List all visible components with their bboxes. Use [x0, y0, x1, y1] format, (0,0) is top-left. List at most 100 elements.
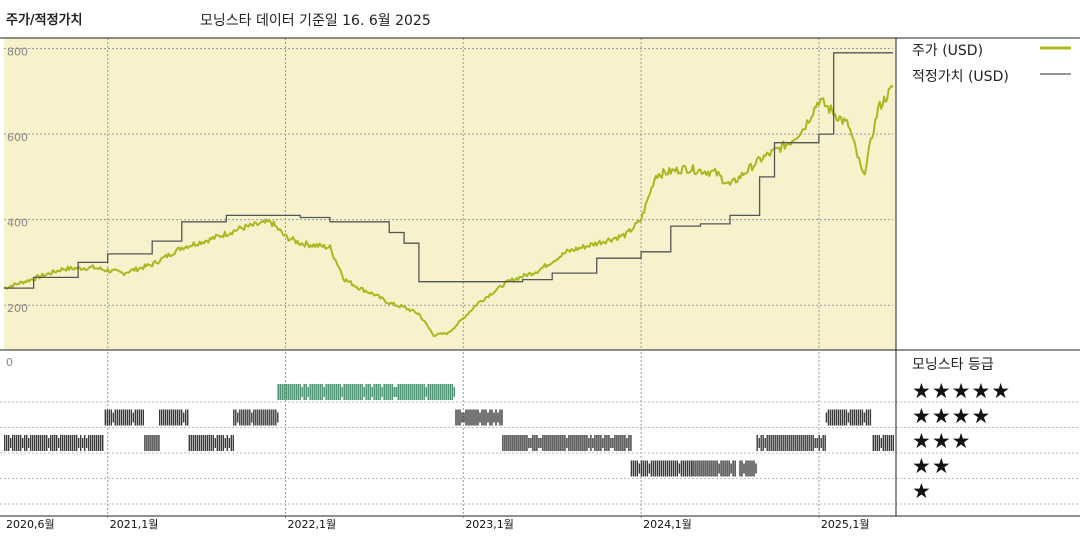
rating-bar-tick [98, 435, 100, 451]
rating-bar-tick [606, 435, 608, 451]
rating-bar-tick [421, 384, 423, 400]
x-tick-label: 2024,1월 [643, 518, 692, 531]
rating-bar-tick [732, 460, 734, 477]
rating-bar-tick [888, 435, 890, 451]
rating-bar-tick [743, 463, 745, 474]
rating-bar-tick [327, 384, 329, 400]
rating-bar-tick [796, 435, 798, 451]
rating-bar-tick [226, 435, 228, 451]
rating-bar-tick [214, 438, 216, 448]
rating-bar-tick [479, 412, 481, 423]
rating-bar-tick [134, 409, 136, 426]
rating-bar-tick [323, 387, 325, 397]
rating-bar-tick [379, 384, 381, 400]
rating-bar-tick [788, 435, 790, 451]
rating-bar-tick [72, 435, 74, 451]
rating-bar-tick [768, 435, 770, 451]
rating-bar-tick [253, 409, 255, 426]
rating-bar-tick [30, 435, 32, 451]
rating-bar-tick [367, 384, 369, 400]
rating-bar-tick [884, 435, 886, 451]
rating-bar-tick [154, 435, 156, 451]
rating-bar-tick [806, 435, 808, 451]
rating-bar-tick [401, 384, 403, 400]
rating-bar-tick [760, 435, 762, 451]
rating-bar-tick [114, 409, 116, 426]
rating-bar-tick [445, 384, 447, 400]
rating-bar-tick [409, 384, 411, 400]
rating-bar-tick [822, 435, 824, 451]
rating-bar-tick [568, 435, 570, 451]
rating-bar-tick [397, 384, 399, 400]
rating-3-stars: ★★★ [912, 429, 972, 453]
rating-bar-tick [592, 438, 594, 448]
rating-bar-tick [194, 435, 196, 451]
rating-bar-tick [576, 435, 578, 451]
rating-bar-tick [710, 460, 712, 477]
rating-bar-tick [594, 435, 596, 451]
legend-fair-value-label: 적정가치 (USD) [912, 69, 1009, 85]
rating-bar-tick [491, 409, 493, 426]
rating-bar-tick [546, 435, 548, 451]
rating-bar-tick [415, 384, 417, 400]
rating-bar-tick [892, 435, 894, 451]
rating-bar-tick [413, 384, 415, 400]
rating-bar-tick [399, 384, 401, 400]
rating-bar-tick [232, 435, 234, 451]
rating-bar-tick [315, 384, 317, 400]
y-tick-label: 200 [7, 302, 28, 315]
rating-bar-tick [251, 412, 253, 423]
rating-bar-tick [524, 435, 526, 451]
rating-bar-tick [493, 412, 495, 423]
rating-bar-tick [198, 435, 200, 451]
rating-bar-tick [455, 409, 457, 426]
rating-bar-tick [508, 435, 510, 451]
rating-bar-tick [96, 435, 98, 451]
rating-bar-tick [269, 409, 271, 426]
rating-bar-tick [526, 435, 528, 451]
fair-value-series-line [4, 52, 893, 289]
rating-span-bar [692, 460, 736, 477]
rating-bar-tick [483, 409, 485, 426]
rating-bar-tick [812, 435, 814, 451]
rating-bar-tick [670, 460, 673, 477]
rating-bar-tick [100, 435, 102, 451]
rating-bar-tick [273, 409, 275, 426]
rating-bar-tick [502, 435, 504, 451]
rating-bar-tick [120, 409, 122, 426]
rating-bar-tick [204, 435, 206, 451]
rating-bar-tick [12, 435, 14, 451]
rating-bar-tick [550, 435, 552, 451]
rating-bar-tick [459, 409, 461, 426]
rating-bar-tick [16, 435, 18, 451]
rating-bar-tick [275, 409, 277, 426]
rating-bar-tick [343, 384, 345, 400]
rating-bar-tick [626, 438, 628, 448]
rating-bar-tick [718, 463, 720, 474]
rating-bar-tick [447, 384, 449, 400]
rating-bar-tick [835, 409, 838, 426]
rating-bar-tick [177, 409, 179, 426]
rating-bar-tick [672, 460, 675, 477]
rating-bar-tick [495, 409, 497, 426]
rating-bar-tick [136, 409, 138, 426]
rating-bar-tick [481, 409, 483, 426]
rating-bar-tick [688, 460, 691, 477]
rating-bar-tick [148, 435, 150, 451]
rating-bar-tick [46, 435, 48, 451]
rating-bar-tick [867, 409, 870, 426]
rating-bar-tick [146, 435, 148, 451]
rating-bar-tick [678, 463, 681, 474]
rating-bar-tick [104, 409, 106, 426]
rating-bar-tick [518, 435, 520, 451]
rating-bar-tick [383, 384, 385, 400]
rating-bar-tick [363, 387, 365, 397]
rating-bar-tick [878, 435, 880, 451]
rating-bar-tick [829, 409, 832, 426]
rating-bar-tick [461, 412, 463, 423]
rating-bar-tick [297, 384, 299, 400]
rating-bar-tick [128, 409, 130, 426]
rating-bar-tick [859, 409, 862, 426]
x-tick-label: 2022,1월 [288, 518, 337, 531]
